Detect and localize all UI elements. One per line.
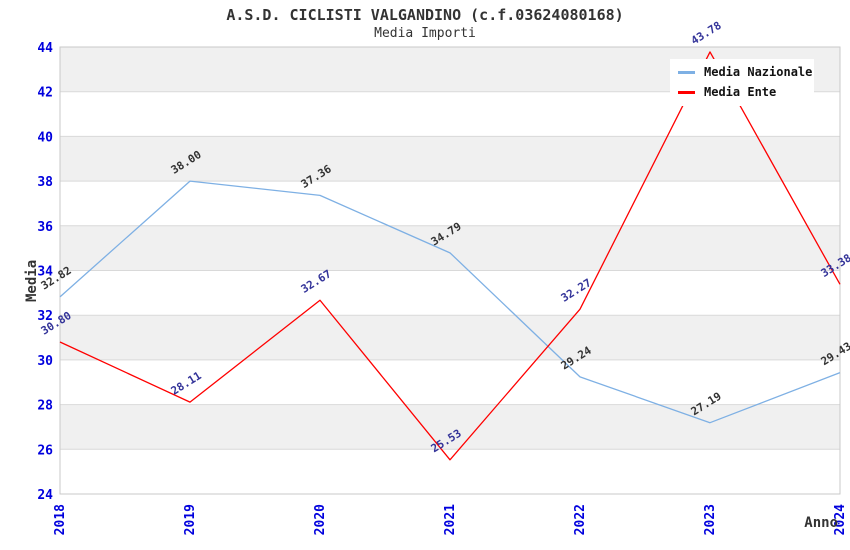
y-tick-label: 24 — [37, 488, 53, 503]
plot-border — [59, 46, 841, 495]
plot-band — [60, 315, 840, 360]
data-label: 43.78 — [689, 19, 724, 48]
chart-title: A.S.D. CICLISTI VALGANDINO (c.f.03624080… — [226, 6, 624, 24]
x-tick-label: 2024 — [833, 504, 848, 535]
y-tick-label: 42 — [37, 86, 53, 101]
y-tick-label: 30 — [37, 354, 53, 369]
y-tick-label: 44 — [37, 41, 53, 56]
legend-item-media-nazionale: Media Nazionale — [678, 64, 812, 80]
plot-band — [60, 404, 840, 450]
chart-subtitle: Media Importi — [374, 26, 476, 41]
legend-item-media-ente: Media Ente — [678, 84, 806, 100]
x-axis-title: Anno — [804, 515, 838, 531]
series-line-media-nazionale — [59, 180, 841, 424]
x-tick-label: 2020 — [313, 504, 328, 535]
y-tick-label: 36 — [37, 220, 53, 235]
legend-label: Media Nazionale — [704, 65, 813, 79]
series-line-media-ente — [59, 51, 841, 461]
x-tick-label: 2023 — [703, 504, 718, 535]
y-tick-label: 38 — [37, 175, 53, 190]
x-tick-label: 2019 — [183, 504, 198, 535]
y-tick-label: 32 — [37, 309, 53, 324]
plot-band — [60, 136, 840, 182]
y-tick-label: 34 — [37, 265, 53, 280]
y-tick-label: 28 — [37, 399, 53, 414]
legend: Media Nazionale Media Ente — [670, 59, 814, 106]
y-tick-label: 26 — [37, 443, 53, 458]
data-label: 28.11 — [169, 369, 204, 398]
data-label: 32.27 — [559, 276, 594, 305]
x-tick-label: 2021 — [443, 504, 458, 535]
media-ente-line-swatch — [678, 90, 695, 94]
legend-label: Media Ente — [704, 85, 777, 99]
data-label: 32.67 — [299, 267, 334, 296]
y-axis-title: Media — [24, 260, 40, 302]
plot-band — [60, 225, 840, 271]
y-tick-label: 40 — [37, 130, 53, 145]
media-nazionale-line-swatch — [678, 70, 695, 74]
x-tick-label: 2022 — [573, 504, 588, 535]
x-tick-label: 2018 — [53, 504, 68, 535]
